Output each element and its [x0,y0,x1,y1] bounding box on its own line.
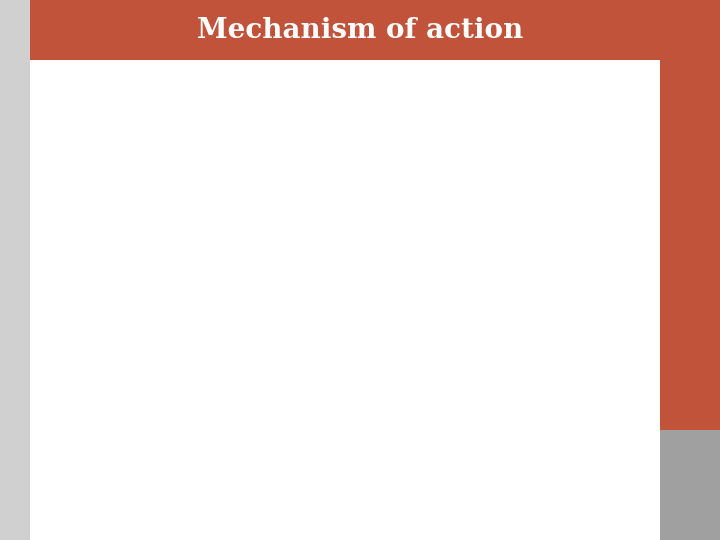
Text: Na⁺: Na⁺ [386,272,400,281]
Text: Inhibition of action potentials in the: Inhibition of action potentials in the [57,470,285,483]
Text: gradients: gradients [495,381,539,390]
Text: ii.: ii. [45,161,57,174]
Text: Na⁺: Na⁺ [402,221,416,230]
Text: i.: i. [45,133,53,146]
Bar [409,300,416,309]
Text: their analgesic effects, mediated: their analgesic effects, mediated [57,355,265,368]
Text: The blockade of voltage activated: The blockade of voltage activated [57,304,271,317]
Text: sodium enters: sodium enters [495,201,559,211]
Bar [341,272,485,281]
Text: Resting phase: Resting phase [495,89,559,98]
Bar [341,212,402,221]
Text: down concentration: down concentration [495,357,582,366]
Bar [402,125,409,134]
Text: Potential falling: Potential falling [527,398,590,403]
Bar [409,475,416,484]
Text: -70 mV: -70 mV [543,485,569,491]
Text: Fibre repolarised: Fibre repolarised [495,439,578,448]
Bar [402,212,409,221]
Text: Potential rising: Potential rising [534,223,593,228]
Text: cell depolarised: cell depolarised [495,264,573,273]
Bar [341,353,485,362]
Text: -70 mV: -70 mV [543,130,569,136]
Bar [409,125,416,134]
Text: Na⁺: Na⁺ [392,461,407,469]
Text: through inhibition of action: through inhibition of action [57,381,231,394]
Bar [409,212,416,221]
Text: canceled.: canceled. [90,266,150,279]
Text: channel closes: channel closes [495,276,563,286]
Text: K⁺: K⁺ [415,272,424,281]
Bar [341,300,402,309]
Text: K⁺: K⁺ [409,97,418,106]
Text: K⁺: K⁺ [417,492,426,502]
Text: iii.: iii. [45,214,61,227]
Text: The rate of rise of the action: The rate of rise of the action [90,161,271,174]
Bar [341,125,402,134]
Bar [416,380,485,389]
Text: Na⁺: Na⁺ [383,353,397,361]
Text: Fibre stimulated: Fibre stimulated [495,177,573,186]
Bar [416,300,485,309]
Text: heart contributes to their toxicity: heart contributes to their toxicity [57,496,269,509]
Bar [341,97,485,106]
Bar [402,380,409,389]
Bar [402,475,409,484]
Text: and their systemic effects: and their systemic effects [57,432,220,445]
Text: balance: balance [495,464,529,472]
Bar [341,380,402,389]
Bar [409,380,416,389]
Text: channel opens: channel opens [495,189,559,198]
Bar [416,125,485,134]
Text: potential is abolished or: potential is abolished or [90,240,243,253]
Text: and also accounts for the: and also accounts for the [57,522,217,535]
Text: Na⁺ channels accounts for both: Na⁺ channels accounts for both [57,329,258,342]
Text: Nerve axon membrane: Nerve axon membrane [340,339,433,348]
Text: Impulse conduction slows down: Impulse conduction slows down [90,133,292,146]
Bar [341,185,485,194]
Text: Na/K pump restores: Na/K pump restores [495,451,582,460]
Bar [341,475,402,484]
Text: and electrical: and electrical [495,369,563,379]
Text: K⁺: K⁺ [412,353,421,361]
Text: The ability to generate an action: The ability to generate an action [90,214,297,227]
Text: channel closed: channel closed [495,102,563,111]
Bar [416,475,485,484]
Text: K⁺: K⁺ [409,185,418,193]
Text: channels so that:: channels so that: [57,105,165,118]
Text: potentials in nociceptive neurons,: potentials in nociceptive neurons, [57,406,271,420]
Text: potential declines, and: potential declines, and [90,186,234,199]
Text: Mechanism of action: Mechanism of action [197,17,523,44]
Bar [341,447,485,456]
Text: Na⁺: Na⁺ [402,132,416,141]
Bar [402,300,409,309]
Text: -20 mV: -20 mV [543,305,569,310]
Text: They act by blockade of sodium: They act by blockade of sodium [57,79,258,92]
Text: Potassium exits: Potassium exits [495,345,568,354]
Bar [416,212,485,221]
Text: Nerve axon membrane: Nerve axon membrane [340,83,433,92]
